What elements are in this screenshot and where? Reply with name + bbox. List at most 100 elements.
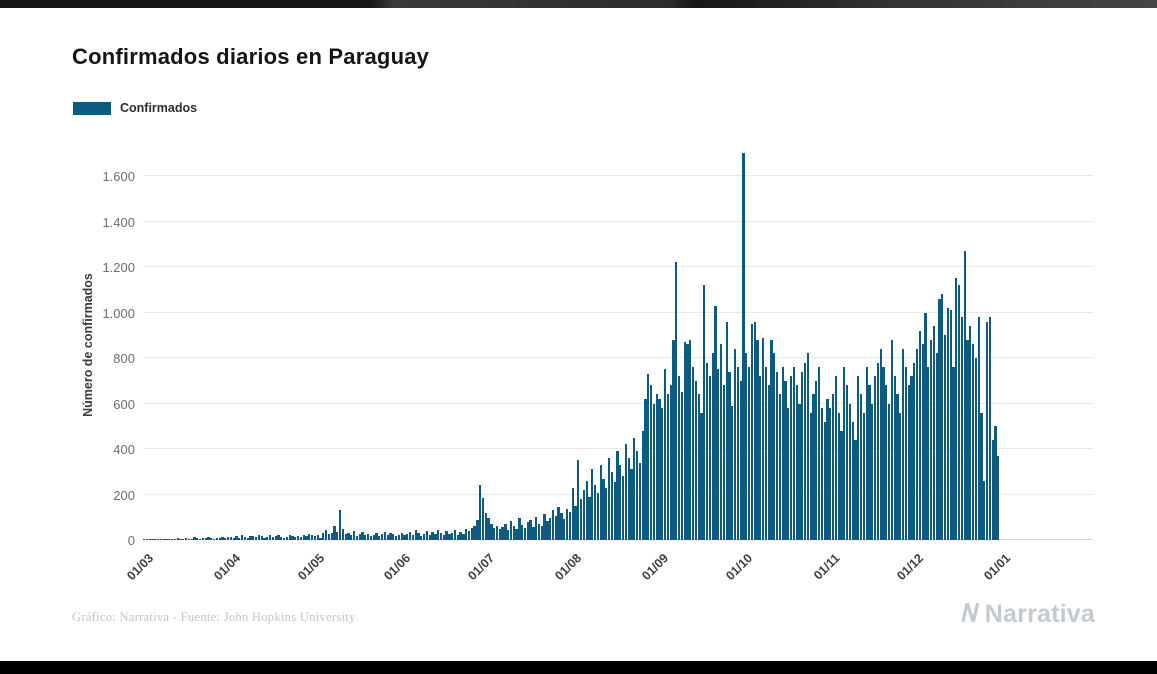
bar <box>703 285 706 540</box>
bar <box>806 353 809 540</box>
bar <box>227 537 230 540</box>
bar <box>733 348 737 540</box>
x-tick-label: 01/08 <box>552 551 585 584</box>
bar <box>918 330 921 540</box>
x-tick-labels: 01/03 01/04 01/05 01/06 01/07 01/08 01/09 01/10… <box>124 547 1013 597</box>
bar <box>176 538 179 540</box>
bar <box>375 532 378 540</box>
bar <box>179 538 182 540</box>
bar <box>913 362 916 540</box>
bar <box>434 533 437 540</box>
bar <box>722 385 725 540</box>
bar <box>364 535 367 540</box>
bar <box>963 251 966 540</box>
legend: Confirmados <box>73 101 197 115</box>
bar <box>658 398 661 540</box>
bar <box>535 516 538 540</box>
bar <box>383 532 387 540</box>
bar <box>647 373 650 540</box>
bar <box>809 412 812 540</box>
bar <box>283 537 286 540</box>
bar <box>311 535 314 540</box>
bar <box>882 367 885 540</box>
bar <box>969 326 972 540</box>
bar <box>627 458 630 540</box>
bar <box>498 529 501 540</box>
bar <box>355 535 359 540</box>
bar <box>638 462 641 540</box>
bar <box>736 367 739 540</box>
bar <box>801 371 804 540</box>
bar <box>946 307 950 540</box>
bar <box>588 496 591 540</box>
bar <box>504 524 507 540</box>
bar <box>579 499 583 540</box>
bar <box>260 536 263 540</box>
bar <box>425 531 429 540</box>
bar <box>330 533 333 540</box>
bar <box>369 536 373 540</box>
bar <box>467 530 471 540</box>
bar <box>302 535 305 540</box>
top-window-strip <box>0 0 1157 8</box>
bar <box>252 535 255 540</box>
bar <box>848 403 851 540</box>
bar <box>305 536 308 540</box>
bar <box>792 367 795 540</box>
bar <box>428 535 431 540</box>
bar <box>451 533 454 540</box>
bar <box>521 525 524 540</box>
bar <box>341 529 345 540</box>
bar <box>411 534 415 540</box>
bar <box>613 482 616 540</box>
bar <box>512 526 515 540</box>
bar <box>367 533 370 540</box>
bar <box>731 405 734 540</box>
bar <box>745 353 748 540</box>
bar <box>941 294 944 540</box>
bar <box>215 537 219 540</box>
bar <box>397 534 401 540</box>
bar <box>291 536 294 540</box>
bar <box>406 533 409 540</box>
bar <box>899 412 902 540</box>
bar <box>893 376 896 540</box>
bar <box>994 426 997 540</box>
bar <box>445 531 448 540</box>
bar <box>708 376 711 540</box>
bar <box>705 362 709 540</box>
x-tick-label: 01/03 <box>123 551 156 584</box>
bar <box>456 534 459 540</box>
credit-text: Gráfico: Narrativa - Fuente: John Hopkin… <box>72 610 356 624</box>
bar <box>901 348 905 540</box>
bar <box>957 285 961 540</box>
bar <box>414 530 417 540</box>
bar <box>560 513 563 540</box>
bar <box>812 394 815 540</box>
bar <box>224 537 227 540</box>
bar <box>168 539 171 540</box>
bar <box>470 527 473 540</box>
bar <box>543 513 546 540</box>
bar <box>997 455 1000 540</box>
bar <box>249 536 252 540</box>
bar <box>529 519 532 540</box>
bar <box>277 534 280 540</box>
bar <box>565 509 569 540</box>
x-tick-label: 01/10 <box>723 551 756 584</box>
bar <box>890 339 893 540</box>
bar <box>649 385 653 540</box>
bar <box>876 362 879 540</box>
y-tick-label: 1.200 <box>102 260 135 275</box>
bar <box>845 385 849 540</box>
bar <box>655 394 658 540</box>
bar <box>840 430 843 540</box>
bar <box>437 529 440 540</box>
bar <box>929 339 933 540</box>
bar <box>747 367 751 540</box>
bar <box>607 458 611 540</box>
bar <box>523 528 527 540</box>
bar <box>991 439 994 540</box>
bar <box>540 525 543 540</box>
bar <box>616 451 619 540</box>
